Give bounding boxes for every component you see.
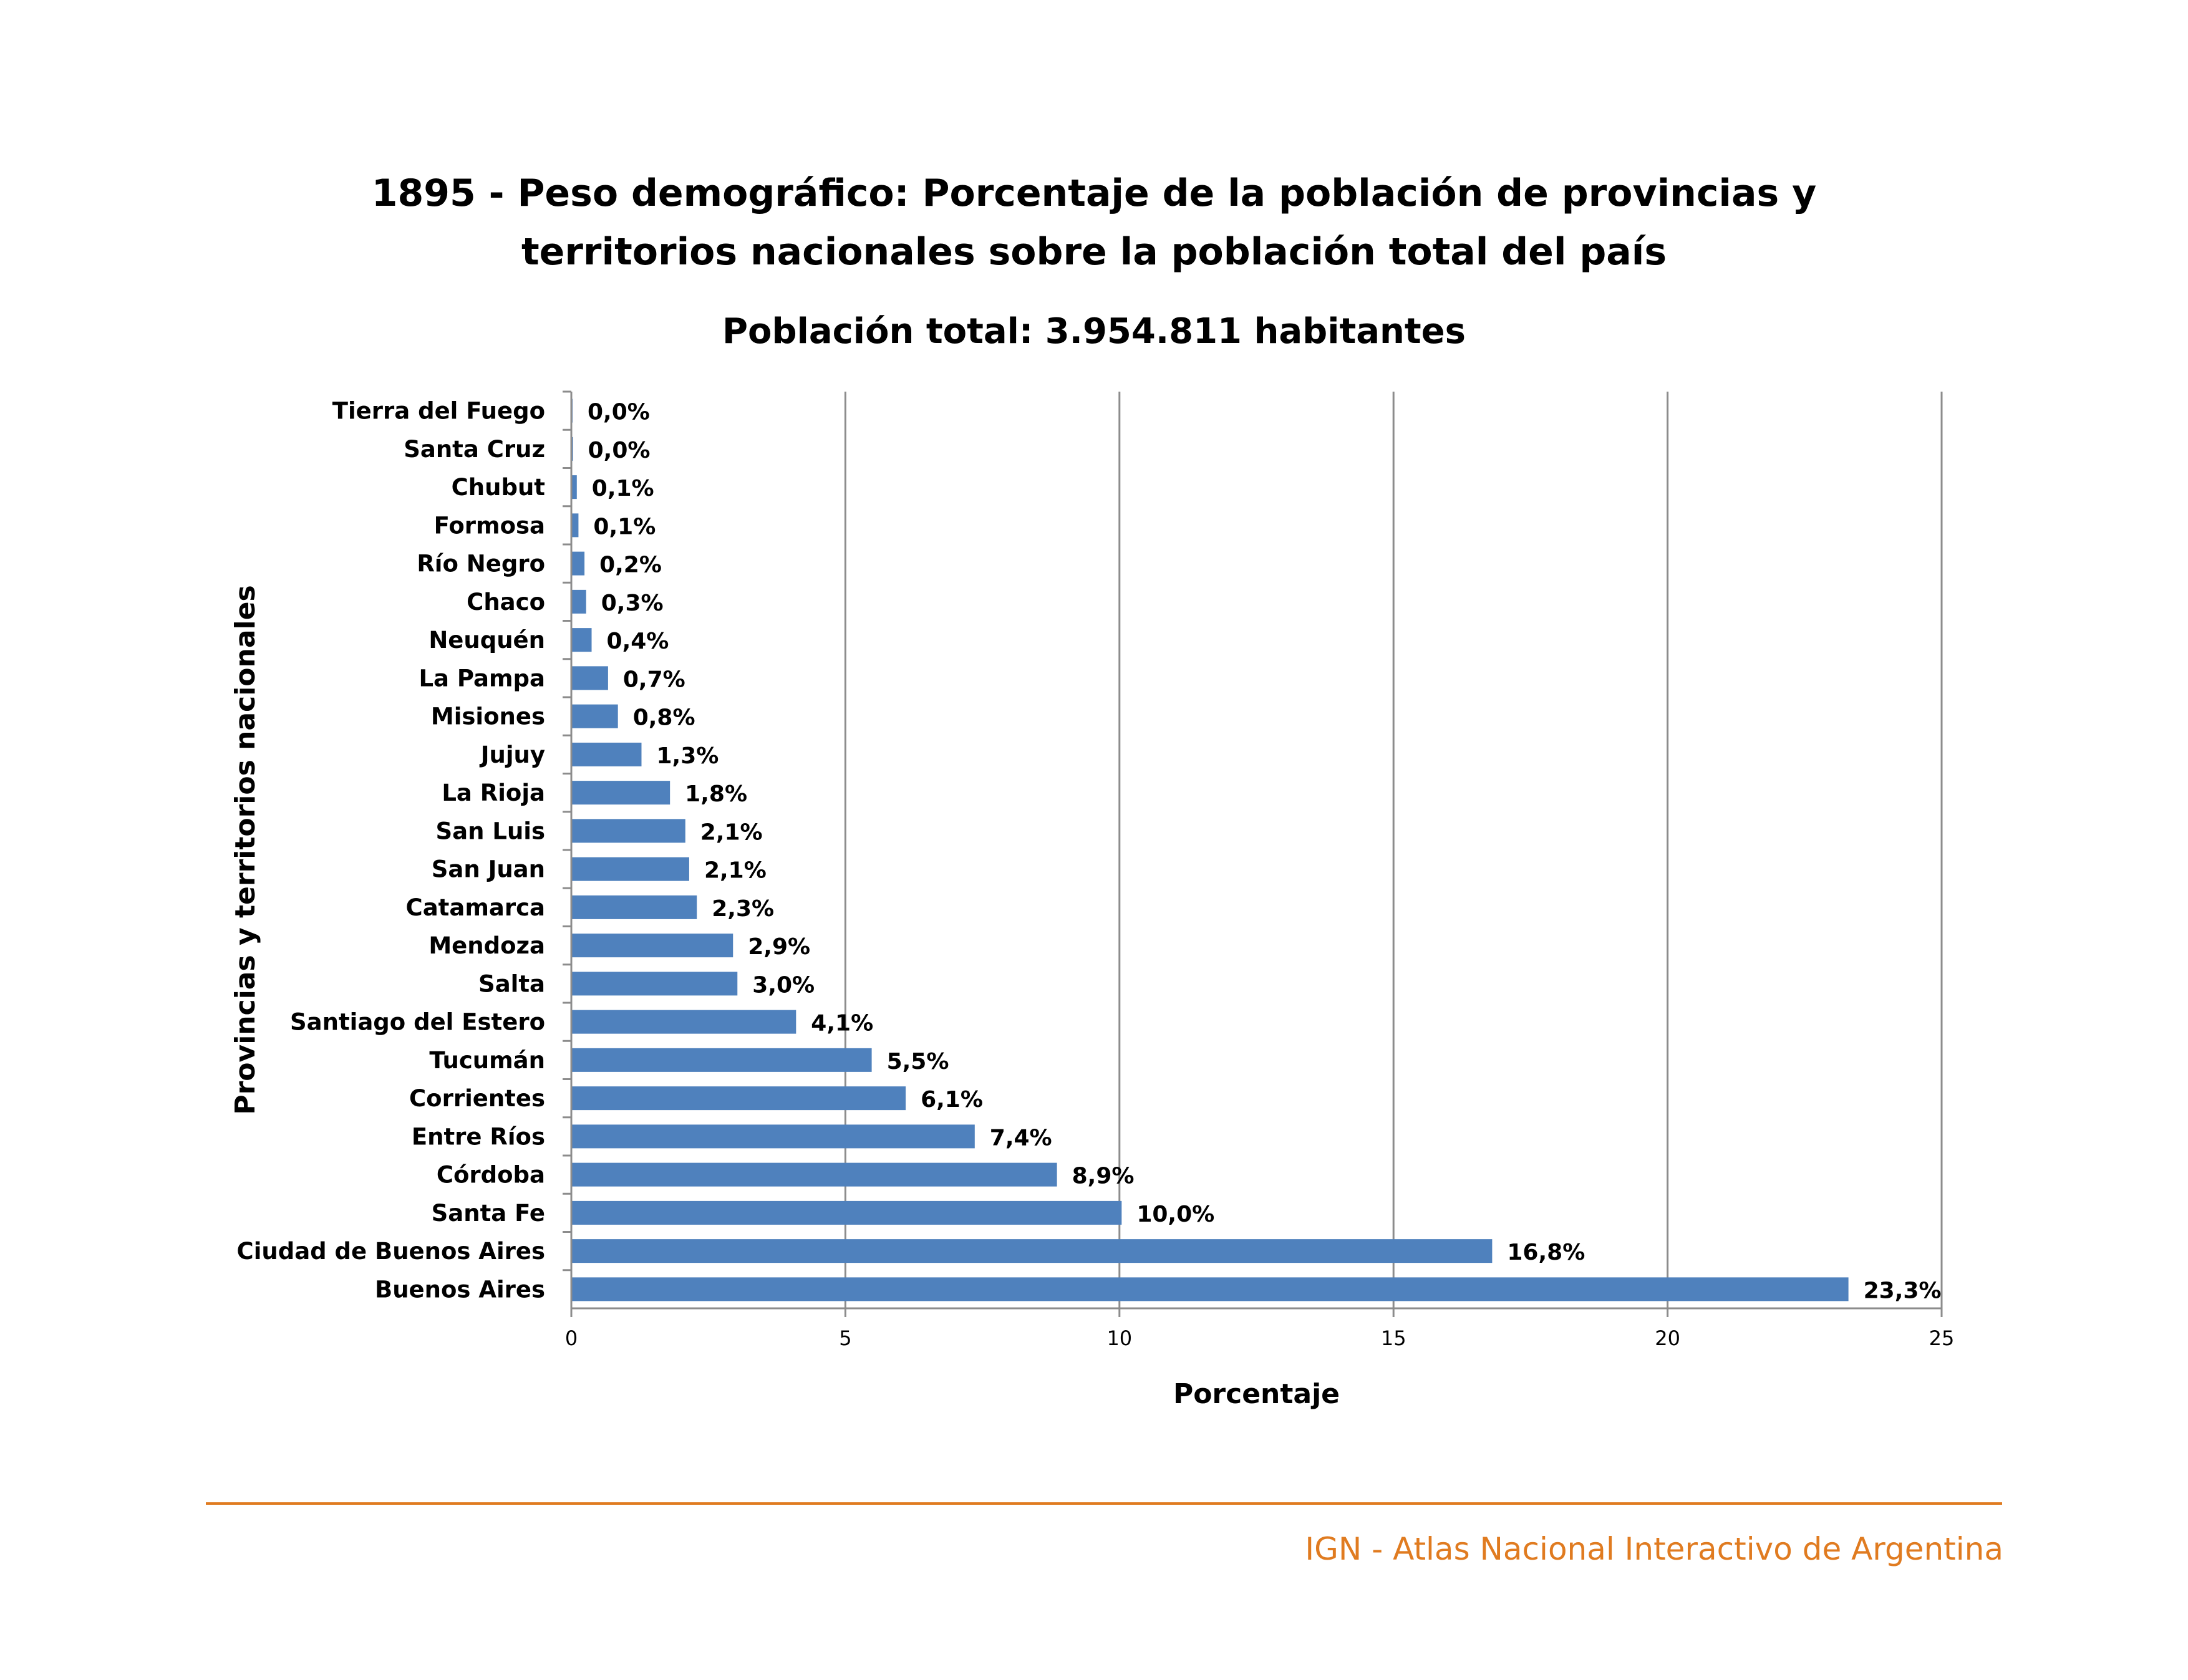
data-label: 0,3% [601, 591, 664, 616]
category-label: Salta [478, 970, 545, 997]
bar [571, 819, 685, 843]
x-axis-title: Porcentaje [1173, 1378, 1340, 1410]
data-label: 1,8% [685, 781, 747, 807]
x-tick-label: 20 [1655, 1326, 1680, 1350]
bar [571, 934, 733, 958]
x-tick-label: 0 [565, 1326, 578, 1350]
bar [571, 589, 586, 614]
x-tick-label: 25 [1929, 1326, 1955, 1350]
category-label: Misiones [431, 703, 545, 730]
category-label: Santiago del Estero [290, 1009, 545, 1036]
footer-credit: IGN - Atlas Nacional Interactivo de Arge… [1305, 1531, 2003, 1567]
category-label: San Luis [436, 818, 545, 844]
grid-lines [844, 392, 1943, 1308]
footer-divider [206, 1502, 2002, 1505]
chart-title-line-2: territorios nacionales sobre la població… [521, 230, 1667, 274]
data-label: 4,1% [811, 1011, 873, 1036]
category-label: Córdoba [437, 1162, 545, 1189]
axes [563, 390, 1943, 1317]
bar [571, 475, 577, 500]
data-label: 2,9% [748, 934, 810, 960]
data-label: 2,1% [700, 819, 763, 845]
data-label: 0,1% [593, 514, 656, 539]
bar [571, 895, 697, 919]
bar [571, 1200, 1122, 1225]
category-label: La Pampa [419, 665, 545, 692]
bar [571, 513, 579, 538]
bar [571, 1239, 1493, 1263]
data-label: 7,4% [990, 1125, 1052, 1151]
bar [571, 628, 592, 652]
bar [571, 1277, 1849, 1301]
data-label: 2,3% [712, 896, 774, 922]
data-label: 1,3% [656, 743, 719, 769]
bar [571, 1124, 975, 1149]
category-label: Tucumán [429, 1047, 545, 1074]
bar [571, 781, 670, 805]
chart-title-line-1: 1895 - Peso demográfico: Porcentaje de l… [371, 171, 1817, 215]
category-label: La Rioja [442, 780, 545, 806]
data-label: 3,0% [752, 972, 815, 998]
data-label: 16,8% [1507, 1240, 1585, 1265]
category-label: Buenos Aires [375, 1276, 545, 1303]
data-label: 2,1% [704, 858, 767, 884]
x-tick-label: 15 [1381, 1326, 1406, 1350]
bar [571, 1010, 796, 1034]
bar [571, 1048, 872, 1072]
data-label: 0,0% [588, 438, 651, 463]
category-label: Chaco [467, 589, 545, 616]
bar [571, 1162, 1057, 1187]
y-axis-title: Provincias y territorios nacionales [230, 585, 261, 1114]
category-label: Catamarca [406, 894, 545, 921]
data-label: 0,2% [599, 553, 662, 578]
category-label: Santa Fe [432, 1200, 545, 1227]
data-label: 0,1% [592, 476, 654, 501]
data-label: 0,4% [607, 629, 669, 654]
x-tick-label: 5 [839, 1326, 851, 1350]
bar [571, 551, 585, 576]
category-label: Corrientes [409, 1085, 545, 1112]
data-label: 5,5% [887, 1049, 949, 1074]
category-label: Jujuy [479, 741, 545, 768]
bar [571, 704, 618, 728]
bar [571, 1086, 906, 1111]
category-label: Chubut [452, 474, 545, 501]
category-label: Neuquén [428, 627, 545, 654]
category-label: Entre Ríos [412, 1123, 545, 1150]
data-label: 0,0% [588, 400, 650, 425]
bar [571, 666, 608, 690]
bars [571, 398, 1849, 1301]
bar [571, 742, 642, 766]
category-label: Río Negro [417, 551, 545, 577]
category-label: Formosa [434, 512, 545, 539]
x-tick-label: 10 [1106, 1326, 1132, 1350]
category-label: Ciudad de Buenos Aires [237, 1238, 545, 1265]
bar [571, 972, 738, 996]
data-label: 0,8% [633, 705, 695, 731]
chart-subtitle: Población total: 3.954.811 habitantes [722, 311, 1466, 352]
bar [571, 857, 689, 881]
data-label: 10,0% [1136, 1202, 1214, 1227]
data-label: 6,1% [921, 1087, 983, 1113]
category-label: Santa Cruz [404, 436, 545, 463]
data-label: 0,7% [623, 667, 685, 692]
data-label: 23,3% [1864, 1278, 1942, 1303]
category-label: Tierra del Fuego [332, 398, 545, 425]
category-label: Mendoza [428, 932, 545, 959]
category-label: San Juan [432, 856, 545, 883]
data-label: 8,9% [1072, 1164, 1135, 1189]
labels: 0 5 10 15 20 25 Tierra del Fuego 0,0% Santa Cruz… [237, 398, 1955, 1350]
